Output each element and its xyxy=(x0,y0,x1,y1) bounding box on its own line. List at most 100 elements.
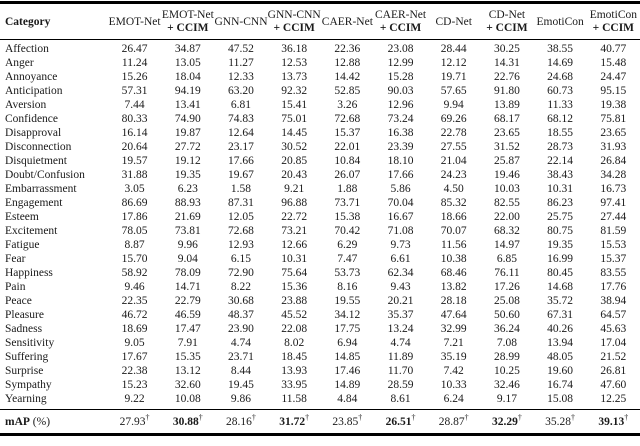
category-cell: Pain xyxy=(5,281,26,293)
value-cell: 12.25 xyxy=(600,393,627,405)
value-cell: 27.72 xyxy=(174,141,201,153)
value-cell: 15.36 xyxy=(281,281,308,293)
value-cell: 15.53 xyxy=(600,239,627,251)
category-cell: Excitement xyxy=(5,225,58,237)
category-cell: Aversion xyxy=(5,99,47,111)
value-cell: 22.72 xyxy=(281,211,308,223)
value-cell: 13.24 xyxy=(387,323,414,335)
value-cell: 7.42 xyxy=(443,365,464,377)
value-cell: 26.47 xyxy=(121,43,148,55)
map-row: mAP (%) 27.93† 30.88† 28.16† 31.72† 23.85† 26.… xyxy=(0,409,640,435)
map-value: 31.72 xyxy=(279,416,306,428)
value-cell: 81.59 xyxy=(600,225,627,237)
value-cell: 32.46 xyxy=(493,379,520,391)
value-cell: 68.32 xyxy=(493,225,520,237)
value-cell: 48.05 xyxy=(547,351,574,363)
value-cell: 82.55 xyxy=(493,197,520,209)
column-header-line1: GNN-CNN xyxy=(267,9,321,21)
column-header: CAER-Net xyxy=(320,2,374,40)
table-row: Disconnection 20.64 27.72 23.17 30.52 22.01 23… xyxy=(0,140,640,154)
dagger-marker: † xyxy=(198,413,203,423)
results-table: Category EMOT-Net EMOT-Net + CCIM GNN-CNN GNN… xyxy=(0,1,640,436)
value-cell: 9.73 xyxy=(390,239,411,251)
value-cell: 78.05 xyxy=(121,225,148,237)
value-cell: 19.46 xyxy=(493,169,520,181)
value-cell: 31.88 xyxy=(121,169,148,181)
table-row: Embarrassment 3.05 6.23 1.58 9.21 1.88 5.86 4.5… xyxy=(0,182,640,196)
table-row: Excitement 78.05 73.81 72.68 73.21 70.42 71.08… xyxy=(0,224,640,238)
map-value: 39.13 xyxy=(598,416,625,428)
value-cell: 92.32 xyxy=(281,85,308,97)
value-cell: 21.69 xyxy=(174,211,201,223)
value-cell: 28.73 xyxy=(547,141,574,153)
value-cell: 12.99 xyxy=(387,57,414,69)
value-cell: 16.73 xyxy=(600,183,627,195)
value-cell: 70.04 xyxy=(387,197,414,209)
dagger-marker: † xyxy=(464,413,469,423)
value-cell: 74.83 xyxy=(228,113,254,125)
value-cell: 12.05 xyxy=(228,211,254,223)
value-cell: 47.64 xyxy=(440,309,467,321)
column-header-line1: CAER-Net xyxy=(321,15,373,28)
value-cell: 17.76 xyxy=(600,281,627,293)
value-cell: 58.92 xyxy=(121,267,148,279)
value-cell: 10.31 xyxy=(547,183,574,195)
value-cell: 15.70 xyxy=(121,253,148,265)
value-cell: 9.04 xyxy=(177,253,198,265)
column-header-line2: + CCIM xyxy=(486,22,528,34)
value-cell: 15.35 xyxy=(174,351,201,363)
category-cell: Esteem xyxy=(5,211,39,223)
value-cell: 15.28 xyxy=(387,71,414,83)
value-cell: 57.65 xyxy=(440,85,467,97)
value-cell: 14.85 xyxy=(334,351,361,363)
value-cell: 14.45 xyxy=(281,127,308,139)
table-row: Confidence 80.33 74.90 74.83 75.01 72.68 73.24… xyxy=(0,112,640,126)
value-cell: 40.26 xyxy=(547,323,574,335)
value-cell: 26.81 xyxy=(600,365,627,377)
column-header-line1: EmotiCon xyxy=(536,15,584,28)
value-cell: 8.16 xyxy=(337,281,358,293)
value-cell: 73.24 xyxy=(387,113,414,125)
value-cell: 60.73 xyxy=(547,85,574,97)
value-cell: 32.99 xyxy=(440,323,467,335)
map-value-cell: 23.85† xyxy=(320,409,374,435)
value-cell: 4.84 xyxy=(337,393,358,405)
column-header: EmotiCon xyxy=(533,2,587,40)
value-cell: 16.99 xyxy=(547,253,574,265)
value-cell: 57.31 xyxy=(121,85,148,97)
value-cell: 85.32 xyxy=(440,197,467,209)
value-cell: 47.52 xyxy=(228,43,254,55)
value-cell: 73.21 xyxy=(281,225,308,237)
table-row: Pleasure 46.72 46.59 48.37 45.52 34.12 35.37 47… xyxy=(0,308,640,322)
value-cell: 95.15 xyxy=(600,85,627,97)
value-cell: 14.42 xyxy=(334,71,361,83)
map-label-rest: (%) xyxy=(29,416,51,428)
value-cell: 11.27 xyxy=(228,57,254,69)
column-header-line1: GNN-CNN xyxy=(214,15,268,28)
value-cell: 12.93 xyxy=(228,239,254,251)
value-cell: 75.81 xyxy=(600,113,627,125)
value-cell: 68.17 xyxy=(493,113,520,125)
value-cell: 19.38 xyxy=(600,99,627,111)
value-cell: 31.93 xyxy=(600,141,627,153)
value-cell: 17.86 xyxy=(121,211,148,223)
value-cell: 8.02 xyxy=(284,337,305,349)
category-cell: Peace xyxy=(5,295,32,307)
value-cell: 8.22 xyxy=(230,281,252,293)
table-row: Suffering 17.67 15.35 23.71 18.45 14.85 11.89 3… xyxy=(0,350,640,364)
value-cell: 23.90 xyxy=(228,323,254,335)
value-cell: 22.01 xyxy=(334,141,361,153)
value-cell: 27.44 xyxy=(600,211,627,223)
table-row: Fear 15.70 9.04 6.15 10.31 7.47 6.61 10.38 6.85 1… xyxy=(0,252,640,266)
dagger-marker: † xyxy=(571,413,576,423)
category-cell: Suffering xyxy=(5,351,49,363)
map-value-cell: 28.16† xyxy=(214,409,268,435)
map-value: 27.93 xyxy=(119,416,146,428)
value-cell: 73.71 xyxy=(334,197,361,209)
value-cell: 19.35 xyxy=(547,239,574,251)
value-cell: 22.76 xyxy=(493,71,520,83)
value-cell: 7.08 xyxy=(496,337,517,349)
column-header-line1: CD-Net xyxy=(435,15,472,28)
value-cell: 9.43 xyxy=(390,281,411,293)
map-label-cell: mAP (%) xyxy=(0,409,109,435)
